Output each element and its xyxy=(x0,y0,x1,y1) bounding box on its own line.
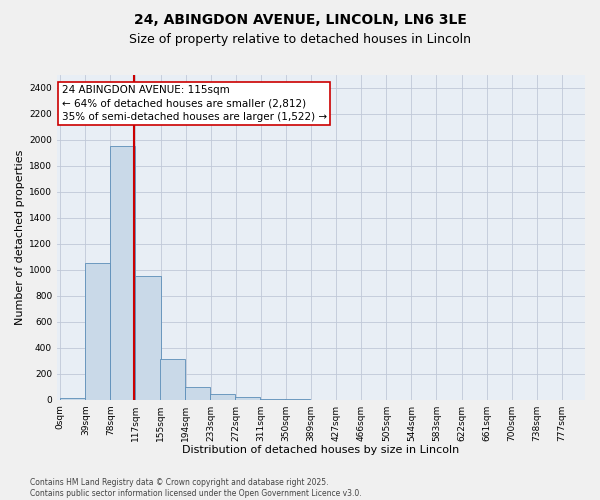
Text: 24, ABINGDON AVENUE, LINCOLN, LN6 3LE: 24, ABINGDON AVENUE, LINCOLN, LN6 3LE xyxy=(134,12,466,26)
Text: 24 ABINGDON AVENUE: 115sqm
← 64% of detached houses are smaller (2,812)
35% of s: 24 ABINGDON AVENUE: 115sqm ← 64% of deta… xyxy=(62,86,326,122)
Bar xyxy=(185,386,210,400)
Bar xyxy=(160,360,185,400)
Text: Contains HM Land Registry data © Crown copyright and database right 2025.
Contai: Contains HM Land Registry data © Crown c… xyxy=(30,478,362,498)
Bar xyxy=(235,397,260,400)
Bar xyxy=(110,146,136,400)
Bar xyxy=(85,264,110,400)
Bar xyxy=(260,399,286,400)
Text: Size of property relative to detached houses in Lincoln: Size of property relative to detached ho… xyxy=(129,32,471,46)
Bar xyxy=(136,276,161,400)
Y-axis label: Number of detached properties: Number of detached properties xyxy=(15,150,25,325)
X-axis label: Distribution of detached houses by size in Lincoln: Distribution of detached houses by size … xyxy=(182,445,460,455)
Bar xyxy=(210,394,235,400)
Bar xyxy=(60,398,85,400)
